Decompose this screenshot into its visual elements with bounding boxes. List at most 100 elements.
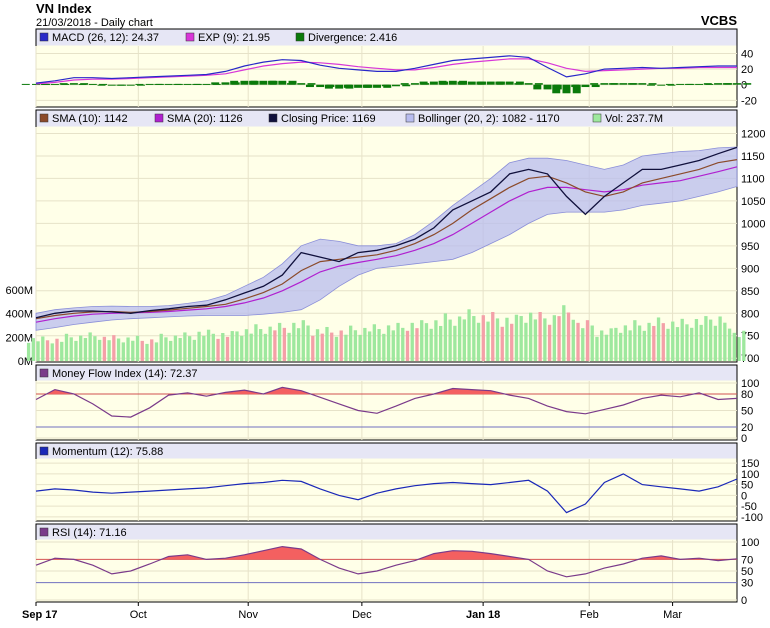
price-y-tick: 700 <box>741 353 759 365</box>
divergence-bar <box>400 83 409 85</box>
price-y-tick: 800 <box>741 308 759 320</box>
volume-bar <box>83 338 88 361</box>
volume-bar <box>173 335 178 361</box>
divergence-bar <box>316 84 325 88</box>
chart-subtitle: 21/03/2018 - Daily chart <box>36 17 153 29</box>
mfi-y-tick: 80 <box>741 389 753 401</box>
rsi-y-tick: 30 <box>741 578 753 590</box>
divergence-bar <box>88 83 97 85</box>
volume-bar <box>600 330 604 361</box>
volume-bar <box>737 337 741 361</box>
divergence-bar <box>164 83 173 85</box>
volume-y-tick: 400M <box>5 309 33 321</box>
volume-bar <box>694 319 699 361</box>
divergence-bar <box>362 84 371 88</box>
volume-bar <box>675 327 680 361</box>
divergence-bar <box>381 84 390 87</box>
volume-bar <box>472 316 476 361</box>
volume-bar <box>481 315 485 361</box>
volume-bar <box>150 339 154 361</box>
volume-bar <box>377 329 381 361</box>
divergence-bar <box>467 81 476 85</box>
volume-bar <box>476 322 481 361</box>
x-month-label: Sep 17 <box>22 609 57 621</box>
volume-bar <box>116 338 121 361</box>
divergence-bar <box>703 83 712 85</box>
divergence-bar <box>126 84 135 86</box>
divergence-bar <box>307 83 316 85</box>
volume-bar <box>533 319 538 361</box>
macd-y-tick: -20 <box>741 95 757 107</box>
x-month-label: Nov <box>238 609 258 621</box>
divergence-bar <box>590 83 599 85</box>
rsi-legend-icon <box>39 527 49 537</box>
divergence-bar <box>202 83 211 85</box>
volume-bar <box>36 341 40 361</box>
divergence-bar <box>154 83 163 85</box>
momentum-y-tick: -50 <box>741 501 757 513</box>
volume-bar <box>334 336 339 361</box>
exp-legend-icon <box>185 32 195 42</box>
closing-price-line <box>35 146 738 319</box>
macd-legend-label: MACD (26, 12): 24.37 <box>52 32 159 44</box>
divergence-bar <box>722 83 731 85</box>
volume-bar <box>585 320 590 361</box>
macd-y-tick: 0 <box>741 80 747 92</box>
volume-bar <box>60 341 64 361</box>
volume-bar <box>656 317 661 361</box>
divergence-bar <box>287 83 295 85</box>
volume-bar <box>197 331 201 361</box>
divergence-bar <box>438 80 447 85</box>
x-axis: Sep 17 Oct Nov Dec Jan 18 Feb Mar <box>22 602 682 621</box>
divergence-bar <box>268 80 277 85</box>
volume-bar <box>107 340 111 361</box>
divergence-bar <box>259 80 268 85</box>
volume-bar <box>566 312 571 361</box>
rsi-legend-label: RSI (14): 71.16 <box>52 527 127 539</box>
macd-line <box>35 55 737 84</box>
volume-bar <box>424 323 429 361</box>
price-y-tick: 1000 <box>741 218 765 230</box>
volume-bar <box>315 329 320 361</box>
price-y-tick: 1050 <box>741 196 765 208</box>
price-plot-area <box>35 109 738 363</box>
volume-bar <box>74 340 78 361</box>
divergence-bar <box>638 83 647 85</box>
volume-bar <box>277 322 282 361</box>
volume-bar <box>415 328 419 361</box>
volume-bar <box>595 336 599 361</box>
volume-bar <box>382 333 386 361</box>
volume-bar <box>131 340 135 361</box>
volume-bar <box>732 332 736 361</box>
divergence-bar <box>665 83 674 85</box>
divergence-bar <box>391 84 400 87</box>
volume-bar <box>192 339 197 361</box>
volume-bar <box>206 329 211 361</box>
close-legend-label: Closing Price: 1169 <box>281 113 376 125</box>
divergence-bar <box>107 84 116 86</box>
volume-bar <box>154 342 159 361</box>
divergence-legend-label: Divergence: 2.416 <box>308 32 397 44</box>
rsi-line <box>35 545 738 578</box>
volume-bar <box>538 312 542 361</box>
divergence-bar <box>533 84 542 90</box>
volume-bar <box>249 333 253 361</box>
mfi-y-tick: 20 <box>741 422 753 434</box>
volume-bar <box>306 325 310 361</box>
divergence-bar <box>97 84 106 86</box>
volume-bar <box>457 316 462 361</box>
volume-y-tick: 0M <box>18 356 33 368</box>
volume-bar <box>140 340 144 361</box>
volume-bar <box>405 330 410 361</box>
momentum-legend-label: Momentum (12): 75.88 <box>52 446 163 458</box>
volume-bar <box>429 328 433 361</box>
divergence-bar <box>116 84 125 86</box>
divergence-bar <box>192 83 201 85</box>
divergence-bar <box>297 83 306 85</box>
divergence-bar <box>335 84 344 89</box>
rsi-overbought-fill <box>51 546 737 560</box>
rsi-y-tick: 0 <box>741 595 747 607</box>
x-month-label: Jan 18 <box>466 609 500 621</box>
